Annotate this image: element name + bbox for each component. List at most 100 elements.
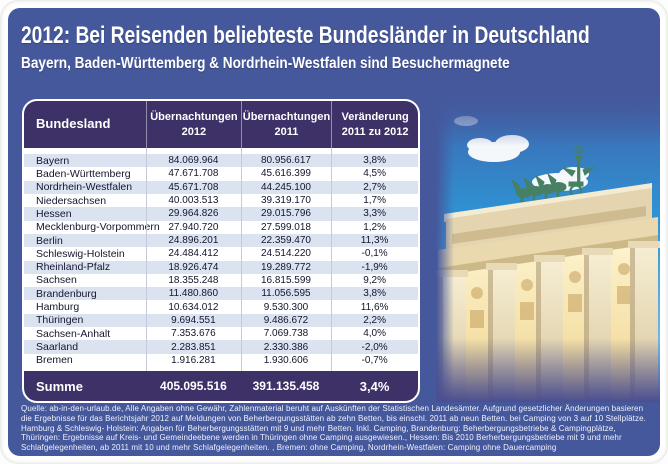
table-row: Brandenburg 11.480.860 11.056.595 3,8% [24, 287, 418, 301]
cell-change: 3,8% [363, 288, 387, 300]
column-header-label: Übernachtungen [242, 111, 331, 124]
cell-land: Bremen [36, 354, 73, 367]
cell-n2011: 45.616.399 [260, 168, 311, 180]
summary-change: 3,4% [359, 378, 390, 394]
cell-n2011: 39.319.170 [260, 195, 311, 207]
brandenburg-gate-photo [436, 88, 660, 402]
column-header-label: Übernachtungen [150, 111, 238, 124]
cell-n2011: 24.514.220 [260, 248, 311, 260]
table-row: Schleswig-Holstein 24.484.412 24.514.220 -0… [24, 247, 418, 260]
cell-n2011: 22.359.470 [260, 235, 311, 247]
cell-change: -0,7% [361, 354, 388, 366]
table-row: Sachsen-Anhalt 7.353.676 7.069.738 4,0% [24, 327, 418, 340]
cell-change: 11,6% [360, 301, 389, 313]
cell-n2012: 10.634.012 [168, 301, 219, 313]
cell-change: 2,2% [363, 314, 387, 326]
table-row: Mecklenburg-Vorpommern 27.940.720 27.599.0… [24, 221, 418, 234]
cell-land: Bayern [36, 154, 70, 167]
cell-change: 3,8% [363, 155, 387, 167]
cell-change: 2,7% [363, 181, 387, 193]
column-divider [146, 148, 148, 371]
cell-change: 1,2% [363, 221, 387, 233]
cell-n2012: 47.671.708 [168, 168, 219, 180]
cell-land: Hessen [36, 207, 72, 220]
cell-land: Brandenburg [36, 287, 97, 300]
table-row: Bremen 1.916.281 1.930.606 -0,7% [24, 354, 418, 367]
column-header-2012: Übernachtungen 2012 [146, 101, 241, 148]
cell-change: 4,0% [363, 328, 387, 340]
cell-land: Schleswig-Holstein [36, 247, 125, 260]
cell-change: 11,3% [360, 235, 389, 247]
cell-change: 1,7% [363, 195, 387, 207]
cell-n2012: 1.916.281 [171, 354, 216, 366]
cell-land: Berlin [36, 234, 63, 247]
cell-n2011: 16.815.599 [260, 274, 311, 286]
table-row: Hamburg 10.634.012 9.530.300 11,6% [24, 300, 418, 313]
column-divider [331, 148, 333, 371]
cell-land: Mecklenburg-Vorpommern [36, 221, 160, 234]
cell-n2011: 19.289.772 [260, 261, 311, 273]
cell-n2011: 9.486.672 [263, 314, 309, 326]
cell-n2011: 44.245.100 [260, 181, 311, 193]
column-header-2011: Übernachtungen 2011 [240, 101, 332, 148]
table-body: Bayern 84.069.964 80.956.617 3,8% Baden-Würt… [24, 148, 418, 371]
table-row: Niedersachsen 40.003.513 39.319.170 1,7% [24, 194, 418, 207]
column-header-label: 2011 zu 2012 [341, 125, 409, 138]
column-header-label: Bundesland [36, 116, 111, 132]
page-subtitle: Bayern, Baden-Württemberg & Nordrhein-We… [21, 55, 510, 72]
summary-2012: 405.095.516 [160, 379, 227, 393]
cell-n2012: 45.671.708 [168, 181, 219, 193]
column-header-label: Veränderung [341, 111, 409, 124]
cell-land: Rheinland-Pfalz [36, 261, 111, 274]
column-header-change: Veränderung 2011 zu 2012 [331, 101, 418, 148]
table-row: Nordrhein-Westfalen 45.671.708 44.245.100 2… [24, 180, 418, 194]
table-row: Saarland 2.283.851 2.330.386 -2,0% [24, 340, 418, 354]
cell-n2012: 11.480.860 [168, 288, 219, 300]
cell-land: Sachsen-Anhalt [36, 327, 111, 340]
cell-n2011: 80.956.617 [260, 155, 311, 167]
cell-n2011: 29.015.796 [260, 208, 311, 220]
table-row: Rheinland-Pfalz 18.926.474 19.289.772 -1,9% [24, 260, 418, 274]
cell-change: -2,0% [361, 341, 388, 353]
column-header-label: 2012 [181, 125, 207, 138]
cell-n2012: 84.069.964 [168, 155, 219, 167]
bundesland-table: Bundesland Übernachtungen 2012 Übernacht… [22, 99, 420, 403]
summary-2011: 391.135.458 [252, 379, 320, 393]
column-header-label: 2011 [274, 125, 299, 138]
table-row: Bayern 84.069.964 80.956.617 3,8% [24, 154, 418, 168]
cell-n2011: 11.056.595 [261, 288, 311, 300]
cell-n2012: 29.964.826 [168, 208, 219, 220]
cell-n2012: 9.694.551 [171, 314, 216, 326]
table-row: Hessen 29.964.826 29.015.796 3,3% [24, 207, 418, 221]
cell-n2011: 27.599.018 [260, 221, 311, 233]
cell-n2011: 2.330.386 [263, 341, 309, 353]
cell-change: 4,5% [363, 168, 387, 180]
cell-n2011: 9.530.300 [263, 301, 309, 313]
cell-n2012: 18.926.474 [168, 261, 219, 273]
table-row: Thüringen 9.694.551 9.486.672 2,2% [24, 313, 418, 328]
table-row: Berlin 24.896.201 22.359.470 11,3% [24, 233, 418, 248]
cell-n2012: 24.896.201 [168, 235, 219, 247]
cell-change: -0,1% [361, 248, 388, 260]
cell-n2012: 18.355.248 [168, 274, 219, 286]
cell-land: Baden-Württemberg [36, 167, 131, 180]
table-row: Baden-Württemberg 47.671.708 45.616.399 4,5… [24, 167, 418, 180]
table-header-row: Bundesland Übernachtungen 2012 Übernacht… [24, 101, 418, 148]
table-summary-row: Summe 405.095.516 391.135.458 3,4% [24, 371, 418, 401]
inner-reliefs [470, 263, 631, 328]
cell-land: Nordrhein-Westfalen [36, 181, 133, 194]
cell-n2011: 1.930.606 [263, 354, 309, 366]
cell-change: 3,3% [363, 208, 387, 220]
table-row: Sachsen 18.355.248 16.815.599 9,2% [24, 274, 418, 287]
cell-land: Sachsen [36, 274, 77, 287]
cell-land: Saarland [36, 341, 79, 354]
cell-n2012: 27.940.720 [168, 221, 219, 233]
column-divider [240, 148, 242, 371]
cell-change: -1,9% [361, 261, 388, 273]
page-title: 2012: Bei Reisenden beliebteste Bundeslä… [21, 22, 590, 49]
cell-land: Hamburg [36, 301, 80, 314]
infographic-panel: 2012: Bei Reisenden beliebteste Bundeslä… [8, 8, 660, 456]
cell-n2011: 7.069.738 [263, 328, 309, 340]
source-footnote: Quelle: ab-in-den-urlaub.de, Alle Angabe… [21, 404, 646, 453]
